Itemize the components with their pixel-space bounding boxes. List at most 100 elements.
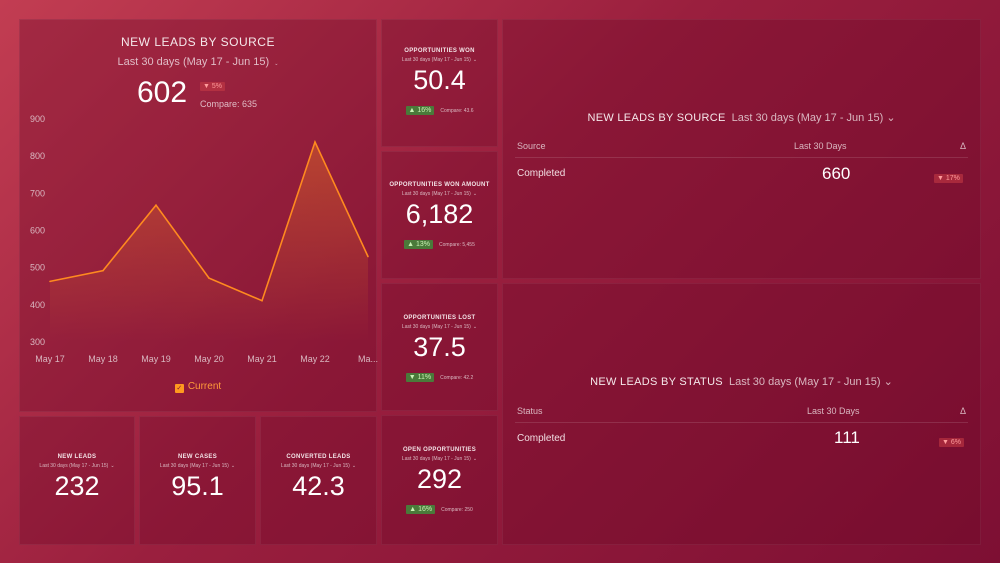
kpi-change-value: 13% [416,241,431,248]
table-row-change-value: 6% [950,439,962,446]
data-point-current[interactable] [261,299,263,302]
arrow-down-icon: ▼ [203,83,210,90]
x-tick-label: May 20 [194,354,224,364]
kpi-tile-new-cases: NEW CASES Last 30 days (May 17 - Jun 15)… [139,416,256,545]
kpi-value: 50.4 [413,65,466,95]
x-tick-label: May 18 [88,354,118,364]
kpi-period[interactable]: Last 30 days (May 17 - Jun 15) ⌄ [20,463,134,469]
chevron-down-icon: ⌄ [886,112,896,124]
kpi-tile-converted-leads: CONVERTED LEADS Last 30 days (May 17 - J… [260,416,377,545]
chevron-down-icon: ⌄ [472,191,478,197]
table-row-label: Completed [517,168,566,179]
kpi-period-label: Last 30 days (May 17 - Jun 15) [39,463,109,469]
table-row-value: 111 [834,428,860,447]
table-period-selector[interactable]: Last 30 days (May 17 - Jun 15) ⌄ [729,376,893,388]
data-point-current[interactable] [155,204,157,207]
chevron-down-icon: ⌄ [230,463,236,469]
table-row-change: ▼ 17% [934,167,963,185]
table-period-label: Last 30 days (May 17 - Jun 15) [731,112,884,124]
checkbox-checked-icon: ✓ [174,384,184,393]
kpi-title: OPPORTUNITIES WON AMOUNT [389,182,490,188]
table-title: NEW LEADS BY STATUS [590,376,723,388]
table-header: NEW LEADS BY STATUS Last 30 days (May 17 … [503,375,980,388]
kpi-title: CONVERTED LEADS [286,454,351,460]
x-tick-label: May 17 [35,354,65,364]
chevron-down-icon: ⌄ [472,57,478,63]
chart-title: NEW LEADS BY SOURCE [121,35,275,49]
arrow-down-icon: ▼ [408,374,416,381]
arrow-up-icon: ▲ [407,241,415,248]
column-header-period[interactable]: Last 30 Days [807,406,860,416]
kpi-compare: Compare: 43.6 [440,108,474,114]
kpi-change-badge: ▲ 16% [406,505,436,514]
table-row-change: ▼ 6% [939,431,965,449]
table-title: NEW LEADS BY SOURCE [587,112,726,124]
kpi-period-label: Last 30 days (May 17 - Jun 15) [280,463,350,469]
kpi-value: 232 [54,471,100,501]
kpi-title: OPEN OPPORTUNITIES [402,447,477,453]
kpi-period[interactable]: Last 30 days (May 17 - Jun 15) ⌄ [140,463,255,469]
chart-tile-new-leads-by-source: NEW LEADS BY SOURCE Last 30 days (May 17… [19,19,378,412]
data-point-current[interactable] [49,280,51,283]
table-header: NEW LEADS BY SOURCE Last 30 days (May 17 … [503,111,980,124]
kpi-period[interactable]: Last 30 days (May 17 - Jun 15) ⌄ [382,57,497,63]
x-tick-label: May 21 [247,354,277,364]
chevron-down-icon: ⌄ [472,456,478,462]
chart-change-value: 5% [211,83,223,90]
data-point-current[interactable] [367,255,369,258]
kpi-tile-open-opportunities: OPEN OPPORTUNITIES Last 30 days (May 17 … [381,415,498,545]
kpi-period-label: Last 30 days (May 17 - Jun 15) [401,324,471,330]
kpi-period-label: Last 30 days (May 17 - Jun 15) [401,191,471,197]
kpi-tile-opportunities-won: OPPORTUNITIES WON Last 30 days (May 17 -… [381,19,498,147]
data-point-current[interactable] [314,141,316,143]
arrow-up-icon: ▲ [408,107,416,114]
arrow-down-icon: ▼ [942,439,949,446]
y-tick-label: 400 [30,300,45,310]
kpi-value: 37.5 [413,332,466,362]
kpi-title: NEW CASES [177,454,218,460]
chevron-down-icon: ⌄ [110,463,115,469]
data-point-current[interactable] [102,269,104,272]
series-area-current [50,142,368,342]
column-header-source[interactable]: Source [517,141,546,151]
kpi-tile-new-leads: NEW LEADS Last 30 days (May 17 - Jun 15)… [19,416,135,545]
chevron-down-icon: ⌄ [351,463,357,469]
chevron-down-icon: ⌄ [883,376,893,388]
arrow-up-icon: ▲ [409,506,417,513]
table-divider [515,422,968,423]
column-header-period[interactable]: Last 30 Days [794,141,847,151]
kpi-change-badge: ▲ 16% [405,106,435,115]
data-point-current[interactable] [208,277,210,279]
table-row-label: Completed [517,433,566,444]
table-tile-new-leads-by-status: NEW LEADS BY STATUS Last 30 days (May 17 … [502,283,981,545]
column-header-delta[interactable]: Δ [960,406,967,416]
kpi-title: OPPORTUNITIES WON [404,48,475,54]
table-row-value: 660 [822,164,851,183]
chart-period-selector[interactable]: Last 30 days (May 17 - Jun 15) ⌄ [20,56,376,68]
column-header-delta[interactable]: Δ [960,141,967,151]
line-chart: 900 800 700 600 500 400 300 May 17 May 18 May 19… [30,114,378,364]
kpi-value: 95.1 [171,471,224,501]
table-period-label: Last 30 days (May 17 - Jun 15) [728,376,881,388]
table-period-selector[interactable]: Last 30 days (May 17 - Jun 15) ⌄ [732,112,896,124]
kpi-period[interactable]: Last 30 days (May 17 - Jun 15) ⌄ [382,191,497,197]
kpi-period[interactable]: Last 30 days (May 17 - Jun 15) ⌄ [382,456,497,462]
kpi-change-value: 11% [417,374,432,381]
x-tick-label: May 22 [300,354,330,364]
table-divider [515,157,968,158]
y-tick-label: 600 [30,226,45,236]
y-tick-label: 800 [30,151,45,161]
chart-period-label: Last 30 days (May 17 - Jun 15) [117,56,270,68]
chart-legend[interactable]: ✓ Current [20,381,376,393]
y-tick-label: 300 [30,337,45,347]
kpi-tile-opportunities-lost: OPPORTUNITIES LOST Last 30 days (May 17 … [381,283,498,411]
kpi-period[interactable]: Last 30 days (May 17 - Jun 15) ⌄ [382,324,497,330]
kpi-period[interactable]: Last 30 days (May 17 - Jun 15) ⌄ [261,463,376,469]
chart-change-badge: ▼ 5% [200,80,226,91]
chevron-down-icon: ⌄ [274,61,279,67]
column-header-status[interactable]: Status [517,406,543,416]
chart-total-value: 602 [137,76,188,109]
kpi-change-badge: ▼ 11% [405,373,435,382]
kpi-title: OPPORTUNITIES LOST [403,315,476,321]
y-tick-label: 700 [30,188,45,198]
